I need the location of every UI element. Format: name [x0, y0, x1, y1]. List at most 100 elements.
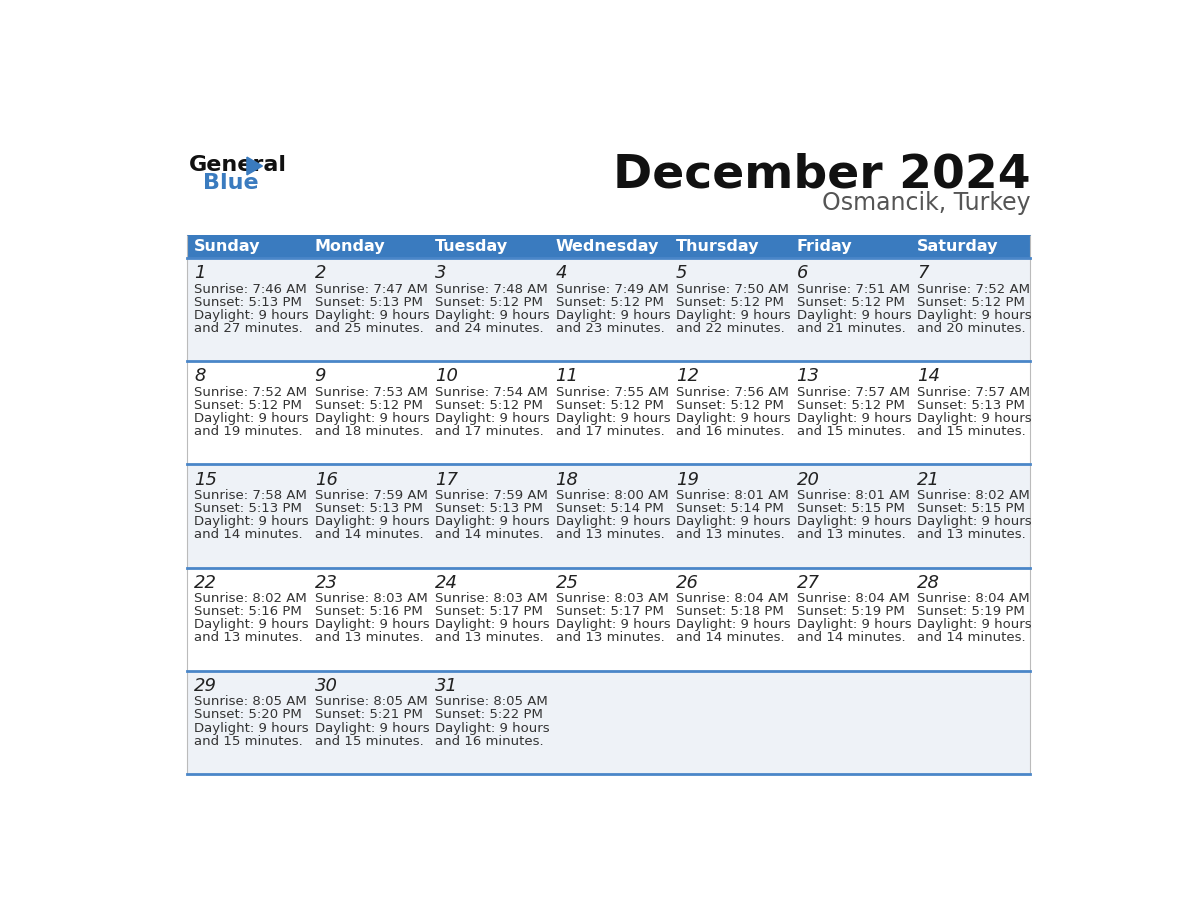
Bar [669, 465, 790, 567]
Text: Daylight: 9 hours: Daylight: 9 hours [315, 619, 429, 632]
Text: Sunrise: 8:04 AM: Sunrise: 8:04 AM [796, 592, 909, 605]
Text: Sunset: 5:17 PM: Sunset: 5:17 PM [556, 605, 663, 618]
Text: Sunrise: 7:49 AM: Sunrise: 7:49 AM [556, 283, 669, 296]
Text: Sunrise: 7:47 AM: Sunrise: 7:47 AM [315, 283, 428, 296]
Bar [790, 567, 910, 671]
Text: 20: 20 [796, 471, 820, 488]
Text: Sunset: 5:12 PM: Sunset: 5:12 PM [435, 399, 543, 412]
Bar [188, 361, 308, 465]
Text: 30: 30 [315, 677, 337, 695]
Text: Sunset: 5:12 PM: Sunset: 5:12 PM [796, 296, 904, 308]
Text: Daylight: 9 hours: Daylight: 9 hours [556, 412, 670, 425]
Text: 27: 27 [796, 574, 820, 592]
Text: Sunset: 5:12 PM: Sunset: 5:12 PM [435, 296, 543, 308]
Text: Sunset: 5:22 PM: Sunset: 5:22 PM [435, 709, 543, 722]
Text: Sunrise: 8:05 AM: Sunrise: 8:05 AM [315, 695, 428, 709]
Text: Sunset: 5:12 PM: Sunset: 5:12 PM [556, 399, 663, 412]
Text: Sunrise: 8:02 AM: Sunrise: 8:02 AM [917, 489, 1030, 502]
Text: Daylight: 9 hours: Daylight: 9 hours [676, 308, 791, 322]
Text: Sunset: 5:13 PM: Sunset: 5:13 PM [917, 399, 1025, 412]
Text: and 16 minutes.: and 16 minutes. [676, 425, 785, 438]
Text: Sunset: 5:13 PM: Sunset: 5:13 PM [435, 502, 543, 515]
Text: Sunrise: 8:03 AM: Sunrise: 8:03 AM [315, 592, 428, 605]
Text: and 14 minutes.: and 14 minutes. [435, 528, 544, 542]
Text: and 14 minutes.: and 14 minutes. [194, 528, 303, 542]
Bar [308, 671, 428, 774]
Text: Daylight: 9 hours: Daylight: 9 hours [435, 619, 550, 632]
Bar [549, 361, 669, 465]
Text: and 14 minutes.: and 14 minutes. [917, 632, 1025, 644]
Text: 16: 16 [315, 471, 337, 488]
Text: and 20 minutes.: and 20 minutes. [917, 322, 1025, 335]
Text: Saturday: Saturday [917, 239, 998, 254]
Bar [910, 671, 1030, 774]
Text: and 23 minutes.: and 23 minutes. [556, 322, 664, 335]
Text: Daylight: 9 hours: Daylight: 9 hours [194, 722, 309, 734]
Text: Sunrise: 8:01 AM: Sunrise: 8:01 AM [676, 489, 789, 502]
Text: and 13 minutes.: and 13 minutes. [796, 528, 905, 542]
Text: Sunrise: 7:59 AM: Sunrise: 7:59 AM [435, 489, 548, 502]
Text: 23: 23 [315, 574, 337, 592]
Text: Daylight: 9 hours: Daylight: 9 hours [315, 722, 429, 734]
Text: Daylight: 9 hours: Daylight: 9 hours [917, 308, 1031, 322]
Bar [790, 361, 910, 465]
Text: 31: 31 [435, 677, 459, 695]
Text: and 21 minutes.: and 21 minutes. [796, 322, 905, 335]
Text: Daylight: 9 hours: Daylight: 9 hours [435, 722, 550, 734]
Text: Sunrise: 7:57 AM: Sunrise: 7:57 AM [796, 386, 910, 398]
Text: Sunday: Sunday [194, 239, 260, 254]
Text: Daylight: 9 hours: Daylight: 9 hours [676, 619, 791, 632]
Text: 11: 11 [556, 367, 579, 386]
Bar [549, 671, 669, 774]
Text: 13: 13 [796, 367, 820, 386]
Text: 6: 6 [796, 264, 808, 282]
Text: and 13 minutes.: and 13 minutes. [194, 632, 303, 644]
Bar [790, 235, 910, 258]
Text: Daylight: 9 hours: Daylight: 9 hours [917, 619, 1031, 632]
Text: 22: 22 [194, 574, 217, 592]
Text: 28: 28 [917, 574, 940, 592]
Text: Sunrise: 8:02 AM: Sunrise: 8:02 AM [194, 592, 307, 605]
Text: Daylight: 9 hours: Daylight: 9 hours [917, 515, 1031, 528]
Bar [790, 671, 910, 774]
Text: Daylight: 9 hours: Daylight: 9 hours [194, 412, 309, 425]
Bar [549, 567, 669, 671]
Text: and 14 minutes.: and 14 minutes. [315, 528, 423, 542]
Bar [308, 361, 428, 465]
Text: Sunrise: 8:05 AM: Sunrise: 8:05 AM [194, 695, 307, 709]
Text: 4: 4 [556, 264, 567, 282]
Bar [790, 258, 910, 361]
Text: Thursday: Thursday [676, 239, 759, 254]
Text: and 14 minutes.: and 14 minutes. [796, 632, 905, 644]
Text: and 18 minutes.: and 18 minutes. [315, 425, 423, 438]
Text: 8: 8 [194, 367, 206, 386]
Text: Sunrise: 7:51 AM: Sunrise: 7:51 AM [796, 283, 910, 296]
Text: Sunset: 5:13 PM: Sunset: 5:13 PM [194, 502, 302, 515]
Bar [910, 235, 1030, 258]
Text: Sunrise: 8:01 AM: Sunrise: 8:01 AM [796, 489, 909, 502]
Bar [428, 567, 549, 671]
Text: Sunrise: 7:52 AM: Sunrise: 7:52 AM [194, 386, 308, 398]
Text: Sunset: 5:20 PM: Sunset: 5:20 PM [194, 709, 302, 722]
Text: Daylight: 9 hours: Daylight: 9 hours [435, 515, 550, 528]
Text: Sunset: 5:13 PM: Sunset: 5:13 PM [194, 296, 302, 308]
Text: and 13 minutes.: and 13 minutes. [556, 632, 664, 644]
Text: 15: 15 [194, 471, 217, 488]
Text: Sunrise: 7:57 AM: Sunrise: 7:57 AM [917, 386, 1030, 398]
Text: 3: 3 [435, 264, 447, 282]
Text: Sunrise: 8:04 AM: Sunrise: 8:04 AM [917, 592, 1030, 605]
Text: Sunset: 5:12 PM: Sunset: 5:12 PM [676, 399, 784, 412]
Text: Daylight: 9 hours: Daylight: 9 hours [194, 308, 309, 322]
Bar [910, 465, 1030, 567]
Text: 5: 5 [676, 264, 688, 282]
Text: December 2024: December 2024 [613, 152, 1030, 197]
Bar [428, 235, 549, 258]
Text: Sunrise: 7:56 AM: Sunrise: 7:56 AM [676, 386, 789, 398]
Text: Sunrise: 8:00 AM: Sunrise: 8:00 AM [556, 489, 668, 502]
Bar [188, 567, 308, 671]
Text: Sunrise: 7:54 AM: Sunrise: 7:54 AM [435, 386, 548, 398]
Polygon shape [247, 157, 263, 174]
Text: Sunset: 5:17 PM: Sunset: 5:17 PM [435, 605, 543, 618]
Text: Sunset: 5:12 PM: Sunset: 5:12 PM [194, 399, 302, 412]
Bar [669, 235, 790, 258]
